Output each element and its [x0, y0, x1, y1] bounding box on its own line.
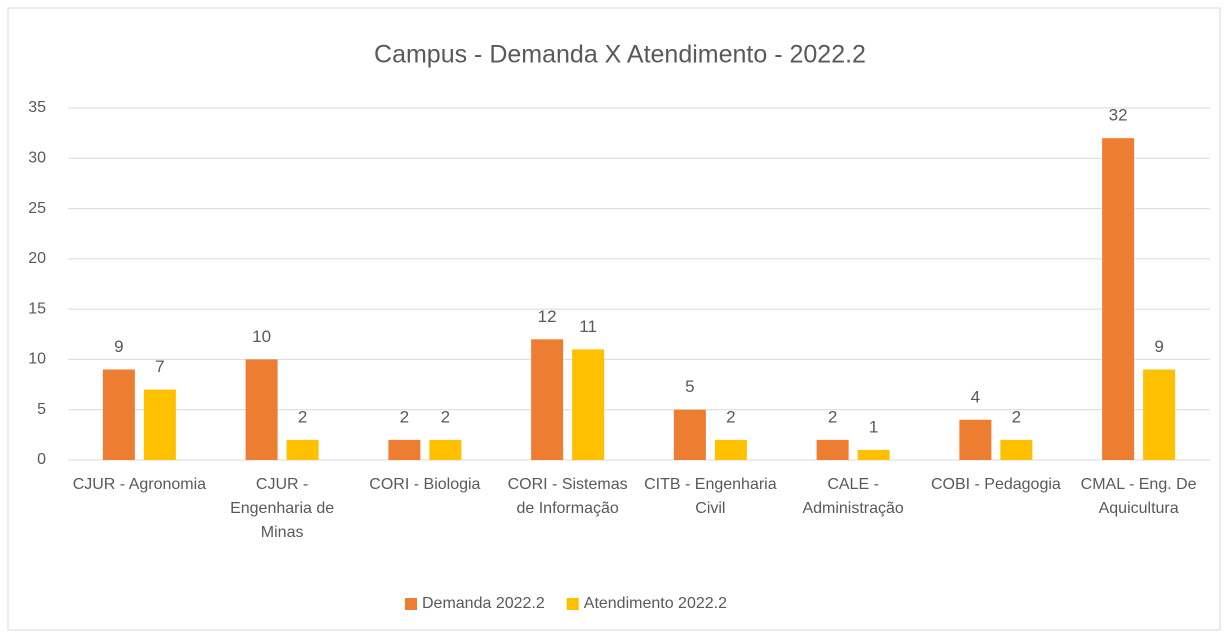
data-label: 2 — [298, 407, 307, 426]
x-tick-label: CMAL - Eng. De Aquicultura — [1080, 476, 1197, 517]
x-tick-label: CORI - Sistemas de Informação — [507, 476, 628, 517]
y-tick-label: 0 — [37, 451, 46, 468]
data-label: 2 — [726, 407, 735, 426]
data-label: 32 — [1109, 106, 1128, 125]
y-tick-label: 20 — [28, 250, 46, 267]
bar — [959, 419, 992, 460]
y-tick-label: 10 — [28, 351, 46, 368]
chart-title: Campus - Demanda X Atendimento - 2022.2 — [374, 41, 866, 69]
data-label: 9 — [114, 337, 123, 356]
bar — [531, 339, 564, 460]
data-label: 11 — [579, 317, 597, 336]
data-label: 2 — [1012, 407, 1021, 426]
y-tick-label: 35 — [28, 99, 46, 116]
bar — [286, 439, 319, 460]
bar — [102, 369, 135, 460]
data-label: 10 — [252, 327, 271, 346]
data-label: 1 — [869, 417, 878, 436]
data-label: 7 — [155, 357, 164, 376]
x-tick-label: CALE - Administração — [802, 476, 904, 517]
y-tick-label: 25 — [28, 200, 46, 217]
x-tick-label: CJUR - Engenharia de Minas — [230, 476, 335, 541]
bar — [1000, 439, 1033, 460]
legend-label: Atendimento 2022.2 — [584, 595, 727, 612]
bar — [857, 449, 890, 460]
data-label: 2 — [441, 407, 450, 426]
legend-label: Demanda 2022.2 — [422, 595, 545, 612]
bar — [429, 439, 462, 460]
legend-swatch — [405, 598, 417, 610]
x-tick-label: CORI - Biologia — [369, 476, 481, 493]
data-label: 2 — [828, 407, 837, 426]
data-label: 2 — [400, 407, 409, 426]
bar — [816, 439, 849, 460]
bar — [673, 409, 706, 460]
x-tick-label: COBI - Pedagogia — [930, 476, 1061, 493]
y-tick-label: 5 — [37, 401, 46, 418]
bar — [572, 349, 605, 460]
data-label: 9 — [1154, 337, 1163, 356]
data-label: 4 — [971, 387, 980, 406]
x-tick-label: CITB - Engenharia Civil — [644, 476, 777, 517]
chart-border — [7, 7, 1221, 631]
bar — [388, 439, 421, 460]
bar — [1102, 138, 1135, 460]
y-tick-label: 15 — [28, 300, 46, 317]
bar — [245, 359, 278, 460]
data-label: 5 — [685, 377, 694, 396]
bar — [143, 389, 176, 460]
bar — [1143, 369, 1176, 460]
x-tick-label: CJUR - Agronomia — [72, 476, 207, 493]
legend-swatch — [566, 598, 579, 610]
data-label: 12 — [538, 307, 557, 326]
y-tick-label: 30 — [28, 150, 46, 167]
bar — [714, 439, 747, 460]
